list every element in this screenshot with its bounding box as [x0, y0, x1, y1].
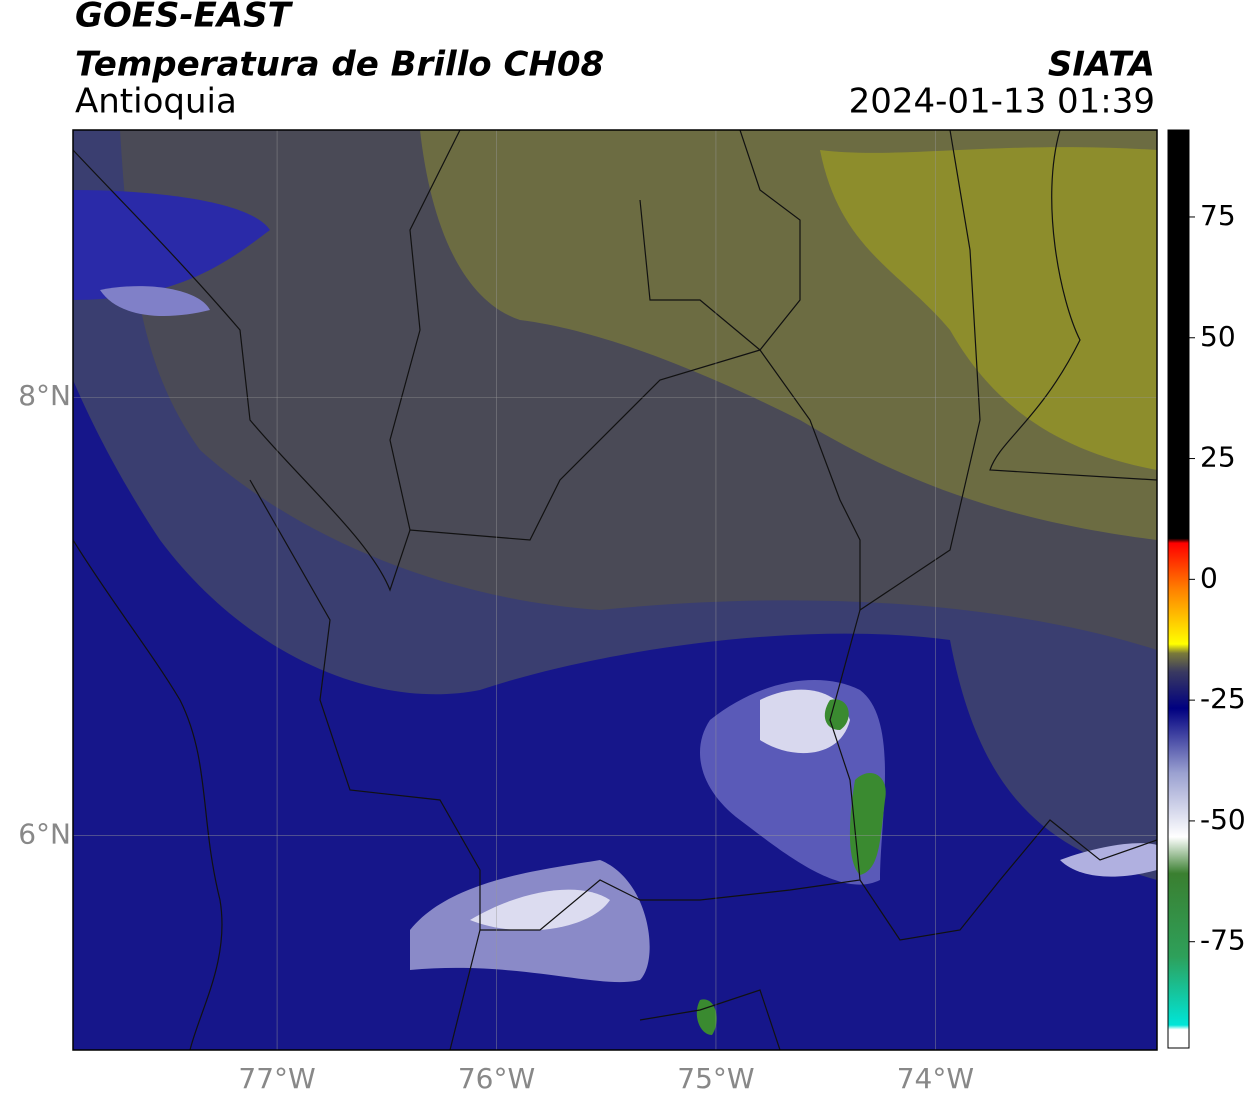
lon-tick-label: 77°W [238, 1062, 315, 1095]
map-field [73, 130, 1157, 1050]
colorbar-tick-label: -25 [1200, 682, 1246, 715]
lat-tick-label: 6°N [18, 817, 71, 850]
datetime: 2024-01-13 01:39 [849, 82, 1155, 122]
colorbar [1167, 129, 1190, 1049]
colorbar-tick-label: -75 [1200, 924, 1246, 957]
graticule [73, 130, 1157, 1050]
map-frame [72, 129, 1158, 1051]
lat-tick-label: 8°N [18, 379, 71, 412]
region: Antioquia [75, 82, 237, 122]
colorbar-tick-label: 75 [1200, 199, 1236, 232]
colorbar-tick-label: 50 [1200, 320, 1236, 353]
title: GOES-EAST [75, 0, 294, 36]
colorbar-tick-label: 0 [1200, 561, 1218, 594]
colorbar-tick-label: 25 [1200, 441, 1236, 474]
lon-tick-label: 76°W [458, 1062, 535, 1095]
lon-tick-label: 74°W [897, 1062, 974, 1095]
subtitle: Temperatura de Brillo CH08 [75, 45, 604, 85]
source: SIATA [1048, 45, 1155, 85]
lon-tick-label: 75°W [677, 1062, 754, 1095]
colorbar-tick-label: -50 [1200, 803, 1246, 836]
